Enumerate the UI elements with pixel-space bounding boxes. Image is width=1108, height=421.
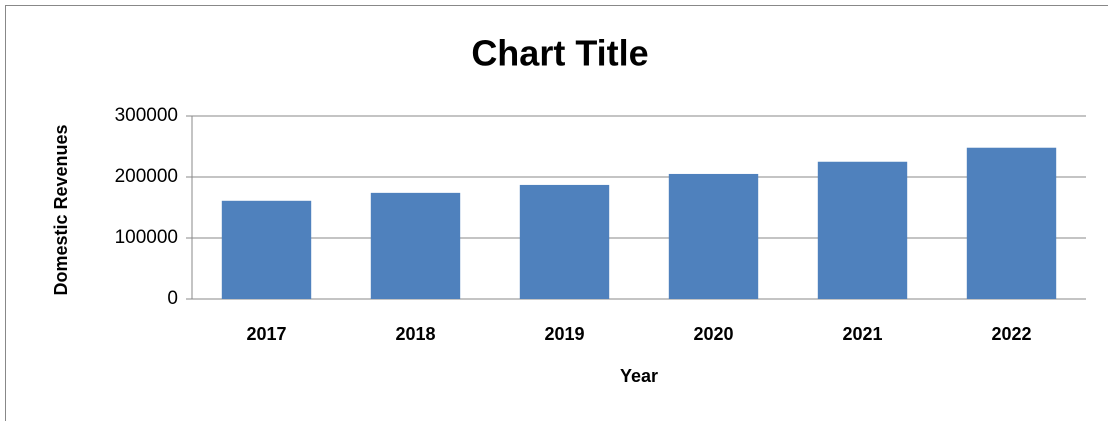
bar <box>519 184 610 299</box>
y-tick-label: 300000 <box>115 105 178 126</box>
x-tick-label: 2017 <box>246 324 286 344</box>
x-tick-label: 2018 <box>395 324 435 344</box>
bar <box>668 173 759 299</box>
bar <box>221 200 312 299</box>
y-axis-title: Domestic Revenues <box>51 124 71 295</box>
y-tick-label: 0 <box>167 288 178 309</box>
x-tick-label: 2020 <box>693 324 733 344</box>
x-tick-label: 2022 <box>991 324 1031 344</box>
x-tick-label: 2021 <box>842 324 882 344</box>
y-tick-label: 100000 <box>115 227 178 248</box>
y-tick-label: 200000 <box>115 166 178 187</box>
bar <box>817 161 908 299</box>
x-tick-label: 2019 <box>544 324 584 344</box>
chart-title: Chart Title <box>471 33 648 74</box>
bar <box>370 192 461 299</box>
x-axis-title: Year <box>620 366 658 386</box>
chart-frame <box>5 5 1108 421</box>
bar <box>966 147 1057 299</box>
